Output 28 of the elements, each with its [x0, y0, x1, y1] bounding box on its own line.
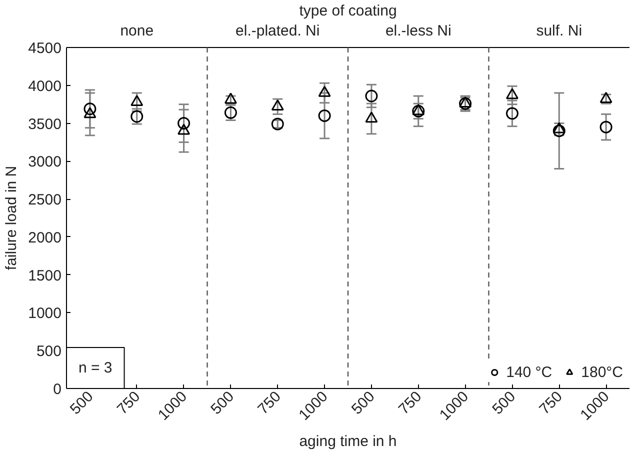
y-tick-label: 1500 — [28, 267, 62, 284]
text: sulf. Ni — [536, 22, 582, 40]
y-axis-title: failure load in N — [3, 166, 20, 270]
legend-label: 140 °C — [506, 364, 552, 380]
y-tick-label: 2500 — [28, 192, 62, 209]
text: none — [120, 22, 154, 40]
x-tick-label: 500 — [66, 388, 97, 418]
annotation: n = 3 — [78, 360, 112, 376]
y-tick-label: 500 — [36, 343, 62, 360]
x-tick-label: 750 — [536, 388, 566, 418]
x-tick-label: 500 — [208, 388, 238, 418]
y-tick-label: 3500 — [28, 116, 62, 133]
y-tick-label: 3000 — [28, 154, 62, 171]
y-tick-label: 4000 — [28, 78, 62, 95]
x-tick-label: 750 — [114, 388, 144, 418]
legend-label: 180°C — [581, 364, 623, 380]
x-axis-title: aging time in h — [299, 432, 397, 450]
y-tick-label: 2000 — [28, 229, 62, 246]
text: el.-plated. Ni — [236, 22, 320, 40]
y-tick-label: 4500 — [28, 40, 62, 57]
x-tick-label: 500 — [348, 388, 378, 418]
text: el.-less Ni — [385, 22, 452, 40]
y-tick-label: 0 — [53, 381, 62, 398]
x-tick-label: 750 — [395, 388, 426, 418]
x-tick-label: 500 — [489, 388, 519, 418]
x-tick-label: 750 — [254, 388, 284, 418]
chart-title: type of coating — [299, 2, 397, 20]
y-tick-label: 1000 — [28, 305, 62, 322]
